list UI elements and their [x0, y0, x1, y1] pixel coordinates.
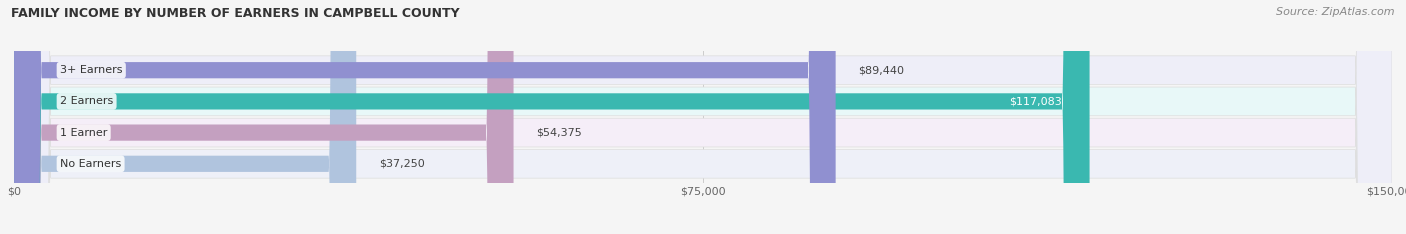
Text: $117,083: $117,083	[1010, 96, 1062, 106]
FancyBboxPatch shape	[14, 0, 356, 234]
Text: FAMILY INCOME BY NUMBER OF EARNERS IN CAMPBELL COUNTY: FAMILY INCOME BY NUMBER OF EARNERS IN CA…	[11, 7, 460, 20]
FancyBboxPatch shape	[14, 0, 835, 234]
FancyBboxPatch shape	[14, 0, 513, 234]
FancyBboxPatch shape	[14, 0, 1392, 234]
Text: $54,375: $54,375	[537, 128, 582, 138]
FancyBboxPatch shape	[14, 0, 1392, 234]
Text: $89,440: $89,440	[859, 65, 904, 75]
Text: No Earners: No Earners	[60, 159, 121, 169]
FancyBboxPatch shape	[14, 0, 1392, 234]
Text: 1 Earner: 1 Earner	[60, 128, 107, 138]
Text: 3+ Earners: 3+ Earners	[60, 65, 122, 75]
Text: $37,250: $37,250	[380, 159, 425, 169]
FancyBboxPatch shape	[14, 0, 1392, 234]
Text: 2 Earners: 2 Earners	[60, 96, 114, 106]
Text: Source: ZipAtlas.com: Source: ZipAtlas.com	[1277, 7, 1395, 17]
FancyBboxPatch shape	[14, 0, 1090, 234]
